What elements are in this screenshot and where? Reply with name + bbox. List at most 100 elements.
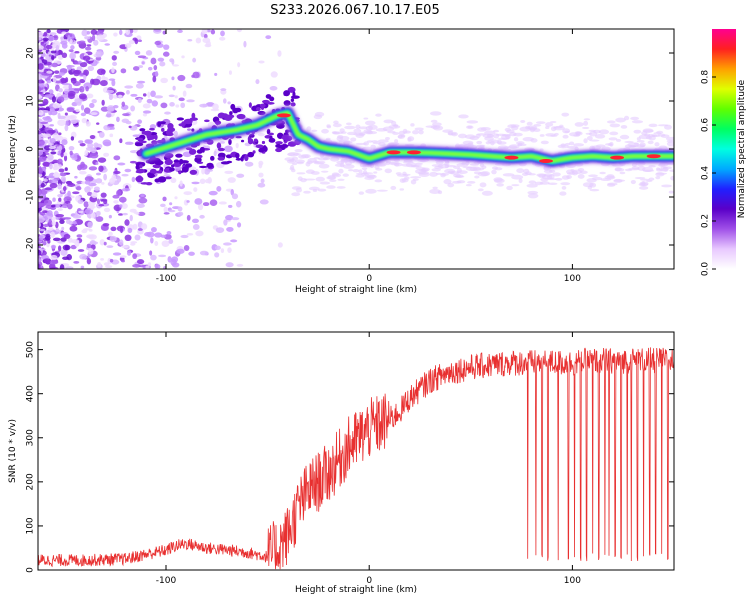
noise-speck	[139, 128, 146, 132]
noise-speck	[150, 237, 154, 244]
noise-speck	[225, 262, 234, 268]
noise-speck	[90, 212, 96, 219]
noise-speck	[404, 130, 411, 134]
noise-speck	[491, 169, 497, 175]
noise-speck	[352, 169, 360, 173]
noise-speck	[533, 123, 542, 127]
noise-speck	[169, 102, 175, 107]
noise-speck	[538, 173, 546, 178]
noise-speck	[331, 131, 338, 134]
noise-speck	[60, 249, 68, 256]
noise-speck	[255, 107, 261, 112]
noise-speck	[598, 129, 610, 135]
noise-speck	[594, 134, 606, 139]
noise-speck	[88, 247, 94, 255]
noise-speck	[149, 250, 153, 256]
noise-speck	[77, 199, 84, 204]
noise-speck	[129, 160, 137, 164]
noise-speck	[58, 88, 63, 93]
noise-speck	[104, 43, 110, 46]
noise-speck	[83, 69, 89, 77]
noise-speck	[142, 110, 152, 114]
noise-speck	[57, 119, 66, 126]
noise-speck	[52, 132, 60, 140]
noise-speck	[58, 115, 66, 120]
noise-speck	[100, 192, 107, 198]
noise-speck	[63, 196, 72, 203]
noise-speck	[49, 138, 56, 144]
noise-speck	[358, 169, 363, 174]
noise-speck	[66, 254, 72, 261]
noise-speck	[417, 171, 430, 175]
noise-speck	[642, 169, 655, 172]
noise-speck	[149, 127, 155, 131]
noise-speck	[52, 76, 57, 83]
noise-speck	[236, 173, 245, 178]
noise-speck	[582, 126, 590, 130]
noise-speck	[147, 66, 153, 71]
noise-speck	[142, 266, 146, 269]
noise-speck	[77, 140, 84, 144]
noise-speck	[162, 30, 167, 35]
noise-speck	[64, 167, 68, 172]
noise-speck	[199, 178, 206, 185]
ridge-peak	[646, 154, 661, 159]
noise-speck	[191, 112, 196, 119]
noise-speck	[303, 190, 311, 194]
noise-speck	[270, 71, 278, 78]
noise-speck	[176, 248, 185, 254]
noise-speck	[126, 250, 132, 256]
noise-speck	[520, 119, 526, 123]
noise-speck	[319, 181, 331, 185]
noise-speck	[51, 96, 57, 103]
noise-speck	[79, 72, 84, 76]
noise-speck	[112, 61, 118, 67]
noise-speck	[60, 40, 68, 45]
ridge-peak	[610, 155, 625, 160]
noise-speck	[269, 96, 275, 102]
noise-speck	[236, 29, 242, 33]
noise-speck	[429, 171, 438, 177]
noise-speck	[287, 151, 299, 157]
noise-speck	[38, 160, 41, 166]
noise-speck	[177, 29, 183, 34]
noise-speck	[75, 186, 82, 191]
noise-speck	[106, 112, 112, 118]
noise-speck	[118, 94, 123, 98]
noise-speck	[477, 188, 484, 192]
noise-speck	[83, 201, 89, 208]
noise-speck	[142, 103, 151, 109]
noise-speck	[144, 130, 152, 136]
noise-speck	[58, 168, 65, 173]
noise-speck	[158, 169, 163, 174]
noise-speck	[197, 203, 204, 211]
noise-speck	[128, 125, 132, 129]
noise-speck	[210, 108, 220, 112]
noise-speck	[97, 157, 107, 163]
noise-speck	[440, 173, 446, 178]
noise-speck	[136, 259, 145, 265]
noise-speck	[84, 176, 94, 182]
noise-speck	[90, 112, 98, 116]
noise-speck	[86, 191, 93, 196]
noise-speck	[599, 171, 606, 175]
noise-speck	[175, 104, 180, 108]
noise-speck	[124, 141, 134, 145]
noise-speck	[96, 34, 105, 41]
noise-speck	[529, 127, 535, 133]
colorbar-tick-label: 0.4	[701, 166, 711, 181]
noise-speck	[199, 214, 205, 219]
noise-speck	[172, 64, 180, 67]
noise-speck	[176, 117, 185, 121]
noise-speck	[169, 58, 175, 63]
noise-speck	[306, 160, 313, 165]
noise-speck	[136, 80, 146, 84]
noise-speck	[49, 32, 57, 36]
noise-speck	[378, 142, 386, 147]
noise-speck	[173, 159, 180, 164]
noise-speck	[102, 223, 110, 227]
noise-speck	[59, 219, 65, 225]
noise-speck	[159, 61, 166, 67]
noise-speck	[392, 131, 400, 135]
noise-speck	[224, 145, 233, 153]
